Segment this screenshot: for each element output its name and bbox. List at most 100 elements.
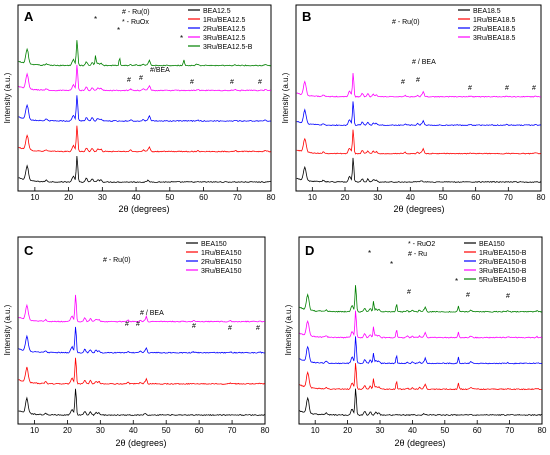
legend-label: 3Ru/BEA150-B xyxy=(479,268,527,275)
panel-a-star-1: * xyxy=(94,15,97,24)
panel-a-hash-5: # xyxy=(258,79,262,86)
legend-label: BEA18.5 xyxy=(473,8,501,15)
x-tick-label: 60 xyxy=(195,426,204,435)
x-tick-label: 80 xyxy=(538,426,547,435)
panel-a-legend: BEA12.5 1Ru/BEA12.5 2Ru/BEA12.5 3Ru/BEA12.5… xyxy=(188,8,253,51)
trace-2Ru/BEA12.5 xyxy=(18,95,271,122)
trace-2Ru/BEA150 xyxy=(18,326,265,354)
panel-b-hash-1: # xyxy=(401,79,405,86)
x-tick-label: 70 xyxy=(233,193,242,202)
panel-d-frame xyxy=(298,236,543,425)
x-tick-label: 80 xyxy=(537,193,546,202)
legend-label: 5Ru/BEA150-B xyxy=(479,277,527,284)
panel-a-hash-1: # xyxy=(127,77,131,84)
x-tick-label: 10 xyxy=(308,193,317,202)
panel-a-ylabel: Intensity (a.u.) xyxy=(3,72,12,123)
panel-a-star-2: * xyxy=(117,26,120,35)
legend-label: 1Ru/BEA150-B xyxy=(479,250,527,257)
panel-c-hash-1: # xyxy=(125,321,129,328)
panel-b-label: B xyxy=(302,9,311,24)
x-tick-label: 20 xyxy=(64,193,73,202)
panel-d-star-3: * xyxy=(455,277,458,286)
panel-a-star-3: * xyxy=(180,34,183,43)
panel-c-xlabel: 2θ (degrees) xyxy=(115,438,166,448)
x-tick-label: 50 xyxy=(439,193,448,202)
panel-a-xlabel: 2θ (degrees) xyxy=(118,204,169,214)
panel-a-note-ruox: * - RuOx xyxy=(122,19,149,26)
trace-BEA12.5 xyxy=(18,155,271,183)
panel-a-note-ru0: # - Ru(0) xyxy=(122,9,150,16)
legend-label: 3Ru/BEA18.5 xyxy=(473,35,516,42)
x-tick-label: 30 xyxy=(96,426,105,435)
panel-d-hash-1: # xyxy=(407,289,411,296)
legend-label: BEA150 xyxy=(479,241,505,248)
panel-b-hash-4: # xyxy=(505,85,509,92)
x-tick-label: 50 xyxy=(440,426,449,435)
panel-d-star-2: * xyxy=(390,260,393,269)
x-tick-label: 30 xyxy=(373,193,382,202)
trace-BEA150 xyxy=(18,388,265,417)
x-tick-label: 20 xyxy=(63,426,72,435)
panel-b-hash-3: # xyxy=(468,85,472,92)
x-tick-label: 70 xyxy=(505,426,514,435)
x-tick-label: 30 xyxy=(98,193,107,202)
x-tick-label: 70 xyxy=(228,426,237,435)
panel-d-hash-3: # xyxy=(506,293,510,300)
panel-c-hash-3: # xyxy=(192,323,196,330)
trace-3Ru/BEA150 xyxy=(18,294,265,323)
panel-d-ylabel: Intensity (a.u.) xyxy=(284,304,293,355)
panel-a: A 10 20 30 40 50 60 70 80 Intensity (a.u.) 2θ (… xyxy=(3,4,276,214)
x-tick-label: 50 xyxy=(165,193,174,202)
trace-3Ru/BEA12.5 xyxy=(18,64,271,92)
trace-BEA150 xyxy=(299,388,542,417)
legend-label: 1Ru/BEA150 xyxy=(201,250,242,257)
panel-c-label: C xyxy=(24,243,34,258)
x-tick-label: 40 xyxy=(129,426,138,435)
x-tick-label: 40 xyxy=(408,426,417,435)
panel-c-legend: BEA150 1Ru/BEA150 2Ru/BEA150 3Ru/BEA150 xyxy=(186,241,242,275)
trace-5Ru/BEA150-B xyxy=(299,285,543,313)
legend-label: 1Ru/BEA18.5 xyxy=(473,17,516,24)
trace-1Ru/BEA150 xyxy=(18,357,266,385)
panel-b-legend: BEA18.5 1Ru/BEA18.5 2Ru/BEA18.5 3Ru/BEA18.5 xyxy=(458,8,516,42)
x-tick-label: 50 xyxy=(162,426,171,435)
trace-2Ru/BEA18.5 xyxy=(296,101,542,127)
panel-b-hash-5: # xyxy=(532,85,536,92)
panel-d-xlabel: 2θ (degrees) xyxy=(394,438,445,448)
legend-label: 3Ru/BEA150 xyxy=(201,268,242,275)
panel-d-star-1: * xyxy=(368,249,371,258)
x-tick-label: 10 xyxy=(30,426,39,435)
panel-d-label: D xyxy=(305,243,314,258)
trace-3Ru/BEA18.5 xyxy=(296,73,541,98)
legend-label: 2Ru/BEA18.5 xyxy=(473,26,516,33)
panel-b-frame xyxy=(295,4,542,192)
x-tick-label: 60 xyxy=(199,193,208,202)
panel-a-hash-4: # xyxy=(230,79,234,86)
panel-a-hash-2: # xyxy=(139,75,143,82)
x-tick-label: 70 xyxy=(504,193,513,202)
legend-label: BEA150 xyxy=(201,241,227,248)
panel-b-ylabel: Intensity (a.u.) xyxy=(281,72,290,123)
x-tick-label: 40 xyxy=(132,193,141,202)
panel-c-frame xyxy=(17,236,266,425)
x-tick-label: 20 xyxy=(341,193,350,202)
x-tick-label: 30 xyxy=(376,426,385,435)
trace-3Ru/BEA12.5-B xyxy=(18,40,272,67)
x-tick-label: 10 xyxy=(311,426,320,435)
panel-d-legend: BEA150 1Ru/BEA150-B 2Ru/BEA150-B 3Ru/BEA150… xyxy=(464,241,527,284)
panel-d: D 10 20 30 40 50 60 70 80 Intensity (a.u.) 2θ (… xyxy=(284,236,547,448)
panel-c-note-ru0: # - Ru(0) xyxy=(103,257,131,264)
x-tick-label: 20 xyxy=(343,426,352,435)
x-tick-label: 10 xyxy=(30,193,39,202)
trace-BEA18.5 xyxy=(296,157,542,183)
panel-b-xlabel: 2θ (degrees) xyxy=(393,204,444,214)
panel-b: B 10 20 30 40 50 60 70 80 Intensity (a.u.) 2θ (… xyxy=(281,4,546,214)
legend-label: 2Ru/BEA12.5 xyxy=(203,26,246,33)
x-tick-label: 60 xyxy=(471,193,480,202)
legend-label: 2Ru/BEA150 xyxy=(201,259,242,266)
x-tick-label: 60 xyxy=(473,426,482,435)
panel-d-note-ru: # - Ru xyxy=(408,251,427,258)
panel-d-hash-2: # xyxy=(466,292,470,299)
trace-3Ru/BEA150-B xyxy=(299,310,542,339)
